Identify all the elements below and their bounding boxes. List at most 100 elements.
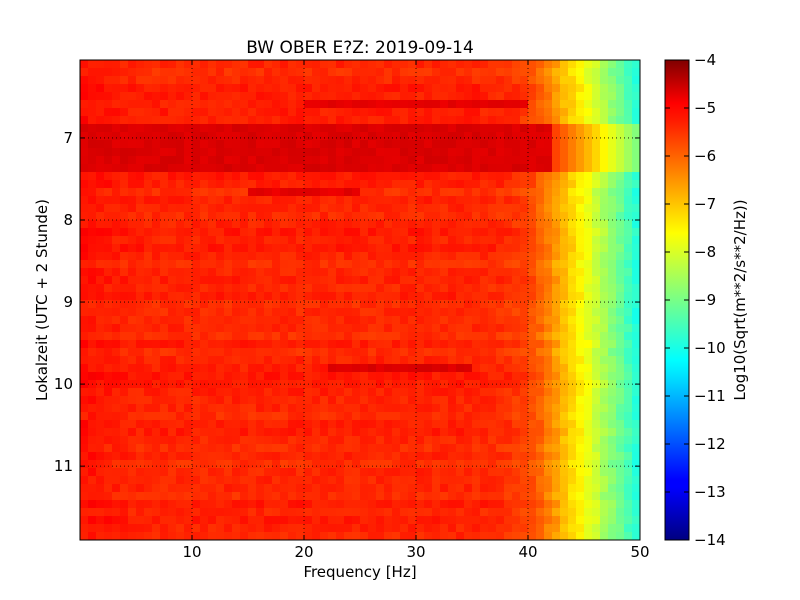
heatmap-cell <box>344 268 353 277</box>
heatmap-cell <box>528 460 537 469</box>
heatmap-cell <box>344 348 353 357</box>
heatmap-cell <box>592 492 601 501</box>
heatmap-cell <box>512 180 521 189</box>
heatmap-cell <box>584 324 593 333</box>
heatmap-cell <box>248 220 257 229</box>
heatmap-cell <box>432 244 441 253</box>
heatmap-cell <box>576 140 585 149</box>
heatmap-cell <box>232 532 241 540</box>
heatmap-cell <box>592 124 601 133</box>
heatmap-cell <box>560 468 569 477</box>
heatmap-cell <box>368 300 377 309</box>
heatmap-cell <box>224 260 233 269</box>
heatmap-cell <box>624 396 633 405</box>
heatmap-cell <box>600 124 609 133</box>
heatmap-cell <box>400 396 409 405</box>
heatmap-cell <box>104 292 113 301</box>
heatmap-cell <box>288 156 297 165</box>
heatmap-cell <box>616 204 625 213</box>
heatmap-cell <box>472 204 481 213</box>
heatmap-cell <box>632 324 640 333</box>
heatmap-cell <box>408 140 417 149</box>
heatmap-cell <box>376 532 385 540</box>
heatmap-cell <box>152 524 161 533</box>
heatmap-cell <box>432 212 441 221</box>
heatmap-cell <box>472 252 481 261</box>
heatmap-cell <box>320 140 329 149</box>
heatmap-cell <box>576 332 585 341</box>
heatmap-cell <box>576 172 585 181</box>
heatmap-cell <box>240 332 249 341</box>
heatmap-cell <box>288 228 297 237</box>
heatmap-cell <box>616 372 625 381</box>
heatmap-cell <box>504 76 513 85</box>
heatmap-cell <box>552 100 561 109</box>
heatmap-cell <box>320 316 329 325</box>
heatmap-cell <box>344 428 353 437</box>
heatmap-cell <box>616 332 625 341</box>
heatmap-cell <box>280 316 289 325</box>
heatmap-cell <box>296 228 305 237</box>
heatmap-cell <box>472 108 481 117</box>
heatmap-cell <box>544 428 553 437</box>
heatmap-cell <box>304 468 313 477</box>
heatmap-cell <box>360 116 369 125</box>
heatmap-cell <box>576 420 585 429</box>
heatmap-cell <box>392 172 401 181</box>
heatmap-cell <box>304 116 313 125</box>
heatmap-cell <box>480 476 489 485</box>
heatmap-cell <box>448 276 457 285</box>
heatmap-cell <box>344 156 353 165</box>
heatmap-cell <box>232 100 241 109</box>
heatmap-cell <box>136 92 145 101</box>
heatmap-cell <box>128 108 137 117</box>
heatmap-cell <box>400 116 409 125</box>
heatmap-cell <box>584 236 593 245</box>
heatmap-cell <box>456 172 465 181</box>
heatmap-cell <box>360 76 369 85</box>
heatmap-cell <box>200 476 209 485</box>
heatmap-cell <box>168 420 177 429</box>
heatmap-cell <box>456 284 465 293</box>
heatmap-cell <box>560 204 569 213</box>
heatmap-cell <box>496 204 505 213</box>
heatmap-cell <box>160 76 169 85</box>
heatmap-cell <box>288 60 297 69</box>
heatmap-cell <box>600 468 609 477</box>
heatmap-cell <box>304 140 313 149</box>
heatmap-cell <box>352 92 361 101</box>
heatmap-cell <box>368 268 377 277</box>
heatmap-cell <box>424 300 433 309</box>
heatmap-cell <box>320 452 329 461</box>
heatmap-cell <box>320 436 329 445</box>
heatmap-cell <box>208 108 217 117</box>
heatmap-cell <box>200 116 209 125</box>
heatmap-cell <box>536 100 545 109</box>
heatmap-cell <box>88 92 97 101</box>
heatmap-cell <box>384 212 393 221</box>
heatmap-cell <box>400 316 409 325</box>
heatmap-cell <box>528 340 537 349</box>
heatmap-cell <box>96 444 105 453</box>
heatmap-cell <box>304 452 313 461</box>
heatmap-cell <box>512 500 521 509</box>
heatmap-cell <box>384 452 393 461</box>
heatmap-cell <box>256 308 265 317</box>
heatmap-cell <box>328 228 337 237</box>
heatmap-cell <box>152 444 161 453</box>
heatmap-cell <box>488 468 497 477</box>
heatmap-cell <box>472 148 481 157</box>
heatmap-cell <box>624 324 633 333</box>
heatmap-cell <box>544 220 553 229</box>
heatmap-cell <box>616 340 625 349</box>
heatmap-cell <box>160 260 169 269</box>
heatmap-cell <box>256 524 265 533</box>
heatmap-cell <box>464 508 473 517</box>
heatmap-cell <box>312 428 321 437</box>
heatmap-cell <box>424 292 433 301</box>
heatmap-cell <box>328 92 337 101</box>
heatmap-cell <box>608 116 617 125</box>
heatmap-cell <box>464 188 473 197</box>
heatmap-cell <box>152 476 161 485</box>
heatmap-cell <box>496 476 505 485</box>
